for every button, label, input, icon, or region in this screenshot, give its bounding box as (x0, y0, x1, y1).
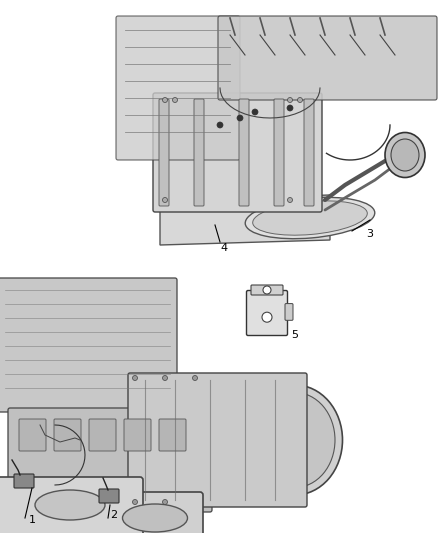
Ellipse shape (255, 392, 335, 488)
Circle shape (297, 98, 303, 102)
Circle shape (287, 105, 293, 111)
FancyBboxPatch shape (99, 489, 119, 503)
FancyBboxPatch shape (164, 474, 286, 484)
Circle shape (237, 115, 243, 121)
Circle shape (173, 98, 177, 102)
Ellipse shape (391, 139, 419, 171)
Text: 4: 4 (220, 243, 228, 253)
FancyBboxPatch shape (153, 93, 322, 212)
Circle shape (133, 499, 138, 505)
Text: 1: 1 (28, 515, 35, 525)
FancyBboxPatch shape (89, 419, 116, 451)
FancyBboxPatch shape (194, 99, 204, 206)
FancyBboxPatch shape (128, 373, 307, 507)
FancyBboxPatch shape (274, 99, 284, 206)
Ellipse shape (123, 504, 187, 532)
FancyBboxPatch shape (218, 16, 437, 100)
Ellipse shape (385, 133, 425, 177)
Circle shape (162, 198, 167, 203)
FancyBboxPatch shape (164, 399, 286, 409)
Circle shape (162, 376, 167, 381)
Ellipse shape (35, 490, 105, 520)
FancyBboxPatch shape (54, 419, 81, 451)
Circle shape (133, 376, 138, 381)
Circle shape (287, 198, 293, 203)
Text: 2: 2 (110, 510, 117, 520)
Circle shape (162, 499, 167, 505)
FancyBboxPatch shape (239, 99, 249, 206)
Circle shape (252, 109, 258, 115)
FancyBboxPatch shape (124, 419, 151, 451)
FancyBboxPatch shape (77, 492, 203, 533)
Ellipse shape (245, 197, 375, 239)
Circle shape (217, 122, 223, 128)
FancyBboxPatch shape (14, 474, 34, 488)
FancyBboxPatch shape (164, 424, 286, 434)
Ellipse shape (247, 385, 343, 495)
FancyBboxPatch shape (159, 419, 186, 451)
FancyBboxPatch shape (247, 290, 287, 335)
Ellipse shape (253, 201, 367, 235)
Circle shape (162, 98, 167, 102)
FancyBboxPatch shape (8, 408, 212, 512)
FancyBboxPatch shape (0, 278, 177, 412)
FancyBboxPatch shape (19, 419, 46, 451)
FancyBboxPatch shape (304, 99, 314, 206)
Text: 5: 5 (292, 330, 299, 340)
FancyBboxPatch shape (159, 99, 169, 206)
Circle shape (192, 376, 198, 381)
FancyBboxPatch shape (164, 449, 286, 459)
Text: 3: 3 (367, 229, 374, 239)
FancyBboxPatch shape (0, 477, 143, 533)
FancyBboxPatch shape (285, 304, 293, 320)
Circle shape (262, 312, 272, 322)
FancyBboxPatch shape (116, 16, 240, 160)
Polygon shape (160, 195, 330, 245)
Circle shape (263, 286, 271, 294)
Circle shape (287, 98, 293, 102)
FancyBboxPatch shape (251, 285, 283, 295)
